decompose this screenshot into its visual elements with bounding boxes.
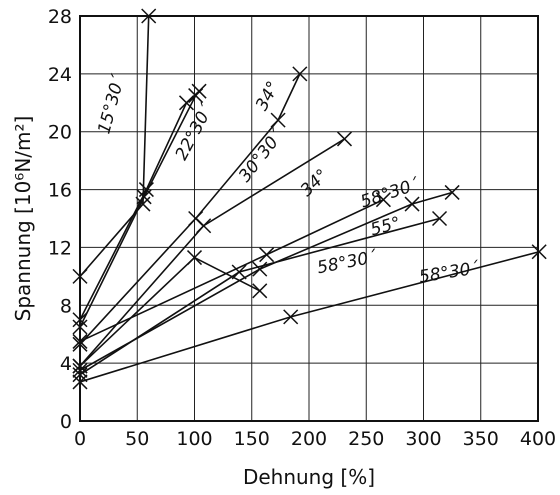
- plot-frame: [79, 15, 539, 422]
- y-tick-label: 16: [48, 180, 72, 202]
- x-tick-label: 400: [520, 428, 556, 450]
- y-tick-label: 24: [48, 64, 72, 86]
- data-point-marker: [283, 309, 299, 325]
- series-label: 30°30´: [235, 126, 288, 186]
- series-label: 58°30´: [315, 247, 378, 278]
- series-label: 55°: [368, 213, 402, 240]
- series-line-8: [79, 217, 440, 376]
- y-tick-label: 20: [48, 122, 72, 144]
- data-point-marker: [270, 112, 286, 128]
- data-point-marker: [336, 131, 353, 147]
- y-tick-label: 8: [60, 295, 72, 317]
- x-axis-label: Dehnung [%]: [243, 465, 375, 489]
- y-tick-label: 28: [48, 6, 72, 28]
- series-line-1: [79, 15, 150, 277]
- series-line-5: [79, 138, 345, 367]
- data-point-marker: [252, 261, 268, 277]
- x-tick-label: 150: [234, 428, 270, 450]
- data-point-marker: [188, 88, 204, 104]
- series-line-7: [79, 191, 453, 372]
- y-tick-label: 0: [60, 411, 72, 433]
- data-point-marker: [196, 218, 212, 234]
- data-point-marker: [292, 66, 308, 82]
- series-label: 34°: [297, 165, 333, 200]
- x-tick-label: 350: [463, 428, 499, 450]
- y-tick-label: 4: [60, 353, 72, 375]
- data-point-marker: [444, 184, 460, 200]
- x-tick-label: 200: [291, 428, 327, 450]
- data-point-marker: [186, 250, 203, 266]
- x-tick-label: 0: [74, 428, 86, 450]
- data-point-marker: [375, 192, 391, 208]
- y-axis-label: Spannung [10⁶N/m²]: [11, 116, 35, 322]
- y-tick-labels: 0 4 8 12 16 20 24 28: [48, 6, 72, 433]
- data-point-marker: [252, 283, 268, 299]
- data-point-marker: [404, 196, 420, 212]
- data-point-marker: [136, 189, 152, 205]
- y-tick-label: 12: [48, 237, 72, 259]
- data-point-marker: [178, 95, 195, 111]
- x-tick-label: 100: [176, 428, 212, 450]
- x-tick-label: 50: [125, 428, 149, 450]
- data-point-marker: [531, 244, 547, 260]
- data-point-marker: [259, 247, 275, 263]
- series-label: 15°30´: [94, 72, 129, 136]
- series-label: 58°30´: [418, 258, 481, 287]
- x-tick-label: 250: [348, 428, 384, 450]
- data-point-marker: [231, 264, 247, 280]
- data-point-marker: [431, 210, 448, 227]
- x-tick-label: 300: [405, 428, 441, 450]
- series-line-4: [79, 73, 301, 345]
- x-tick-labels: 0 50 100 150 200 250 300 350 400: [74, 428, 556, 450]
- series-label: 34°: [252, 78, 284, 114]
